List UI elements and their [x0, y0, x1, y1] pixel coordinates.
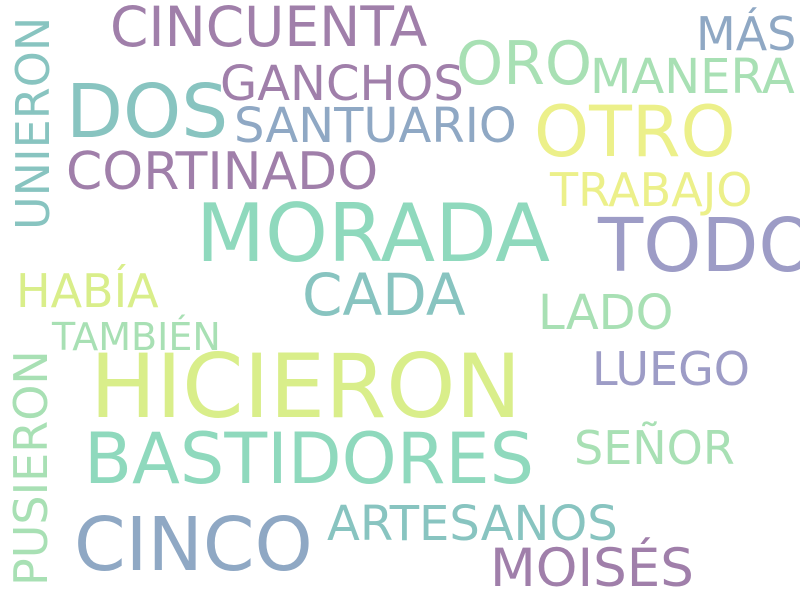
word-cada: CADA: [302, 261, 466, 329]
word-pusieron: PUSIERON: [4, 350, 58, 586]
word-tambien: TAMBIÉN: [52, 315, 221, 359]
word-otro: OTRO: [534, 91, 736, 173]
word-habia: HABÍA: [16, 264, 159, 318]
word-trabajo: TRABAJO: [550, 163, 753, 217]
word-morada: MORADA: [196, 187, 550, 280]
word-oro: ORO: [456, 29, 593, 99]
word-lado: LADO: [538, 285, 674, 341]
word-moises: MOISÉS: [490, 538, 694, 599]
word-unieron: UNIERON: [6, 16, 60, 230]
word-santuario: SANTUARIO: [234, 98, 517, 154]
word-senor: SEÑOR: [574, 421, 735, 475]
word-dos: DOS: [66, 69, 229, 155]
word-ganchos: GANCHOS: [220, 56, 464, 112]
word-manera: MANERA: [590, 49, 795, 105]
word-bastidores: BASTIDORES: [84, 418, 535, 500]
word-artesanos: ARTESANOS: [327, 496, 618, 552]
word-cinco: CINCO: [74, 502, 313, 588]
word-todo: TODO: [598, 203, 800, 289]
word-hicieron: HICIERON: [90, 335, 522, 438]
word-mas: MÁS: [696, 7, 797, 61]
word-luego: LUEGO: [592, 342, 750, 396]
word-cortinado: CORTINADO: [66, 142, 379, 202]
word-cincuenta: CINCUENTA: [110, 0, 428, 59]
